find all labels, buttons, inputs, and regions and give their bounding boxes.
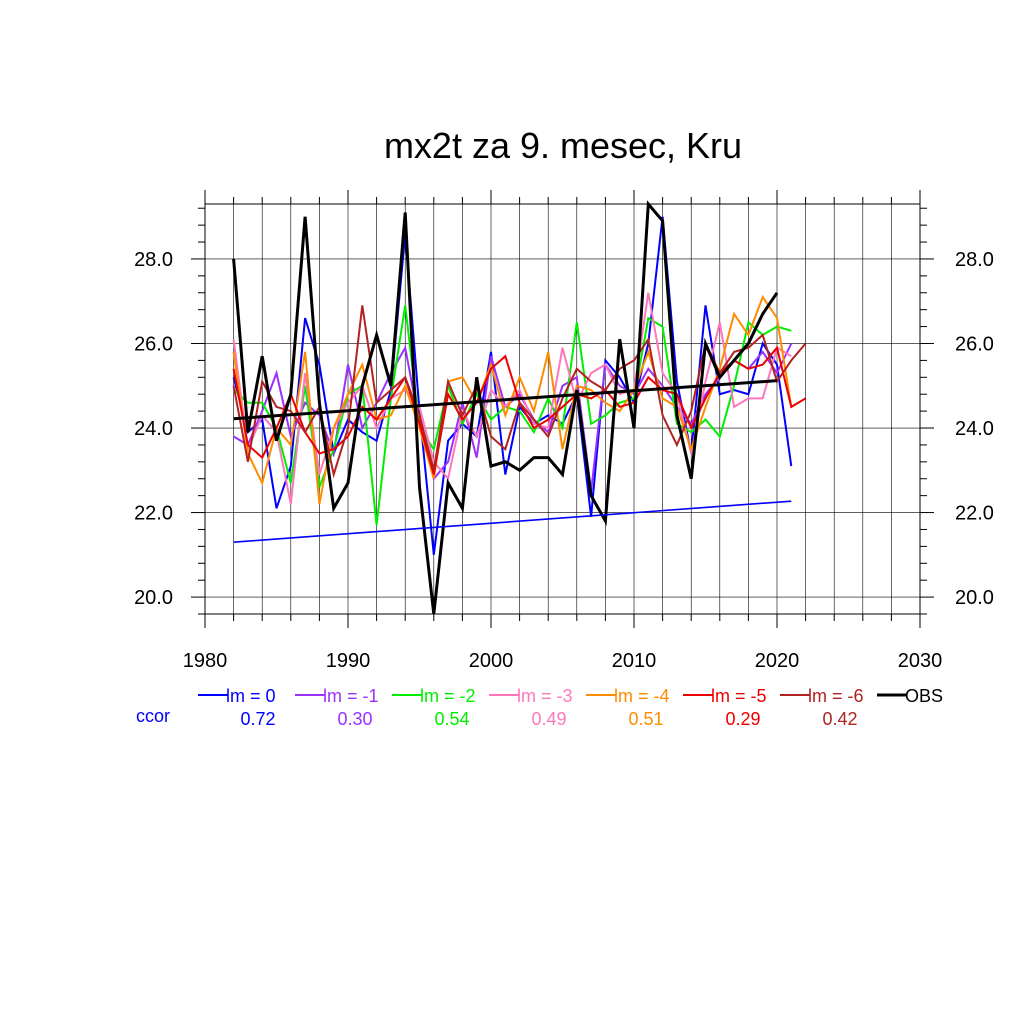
legend-label: lm = -4 xyxy=(614,686,670,706)
ccor-value: 0.30 xyxy=(337,709,372,729)
y-tick-label-left: 28.0 xyxy=(134,249,173,271)
y-tick-label-left: 26.0 xyxy=(134,333,173,355)
x-tick-label: 2020 xyxy=(755,650,800,672)
y-tick-label-left: 22.0 xyxy=(134,503,173,525)
ccor-value: 0.51 xyxy=(628,709,663,729)
y-tick-label-left: 20.0 xyxy=(134,587,173,609)
legend-label: lm = -6 xyxy=(808,686,864,706)
legend-label: lm = -3 xyxy=(517,686,573,706)
trend-line-1 xyxy=(233,379,778,421)
trend-line-0 xyxy=(233,500,792,543)
x-tick-label: 2030 xyxy=(898,650,943,672)
ccor-value: 0.29 xyxy=(725,709,760,729)
plot-border xyxy=(204,203,921,615)
x-tick-label: 1980 xyxy=(183,650,228,672)
legend-label: lm = -5 xyxy=(711,686,767,706)
y-tick-label-left: 24.0 xyxy=(134,418,173,440)
y-tick-label-right: 26.0 xyxy=(955,333,994,355)
legend-label: lm = 0 xyxy=(226,686,276,706)
legend-label: lm = -1 xyxy=(323,686,379,706)
trend-lines xyxy=(233,379,792,543)
ccor-value: 0.49 xyxy=(531,709,566,729)
plot-frame xyxy=(191,190,934,628)
y-tick-label-right: 28.0 xyxy=(955,249,994,271)
series-group xyxy=(232,200,807,615)
legend: lm = 0 0.72 lm = -1 0.30 lm = -2 0.54 lm = -3 0… xyxy=(198,686,943,729)
ccor-value: 0.42 xyxy=(822,709,857,729)
ccor-value: 0.72 xyxy=(240,709,275,729)
axes: 1980 1990 2000 2010 2020 2030 20.0 20.0 22.0 22.0… xyxy=(134,249,994,672)
ccor-label: ccor xyxy=(136,706,170,726)
grid xyxy=(204,204,921,614)
x-tick-label: 2010 xyxy=(612,650,657,672)
series-line-7 xyxy=(232,200,779,615)
chart-title: mx2t za 9. mesec, Kru xyxy=(384,125,742,166)
x-tick-label: 1990 xyxy=(326,650,371,672)
ccor-value: 0.54 xyxy=(434,709,469,729)
y-tick-label-right: 20.0 xyxy=(955,587,994,609)
legend-label: lm = -2 xyxy=(420,686,476,706)
y-tick-label-right: 24.0 xyxy=(955,418,994,440)
legend-label: OBS xyxy=(905,686,943,706)
x-tick-label: 2000 xyxy=(469,650,514,672)
y-tick-label-right: 22.0 xyxy=(955,503,994,525)
